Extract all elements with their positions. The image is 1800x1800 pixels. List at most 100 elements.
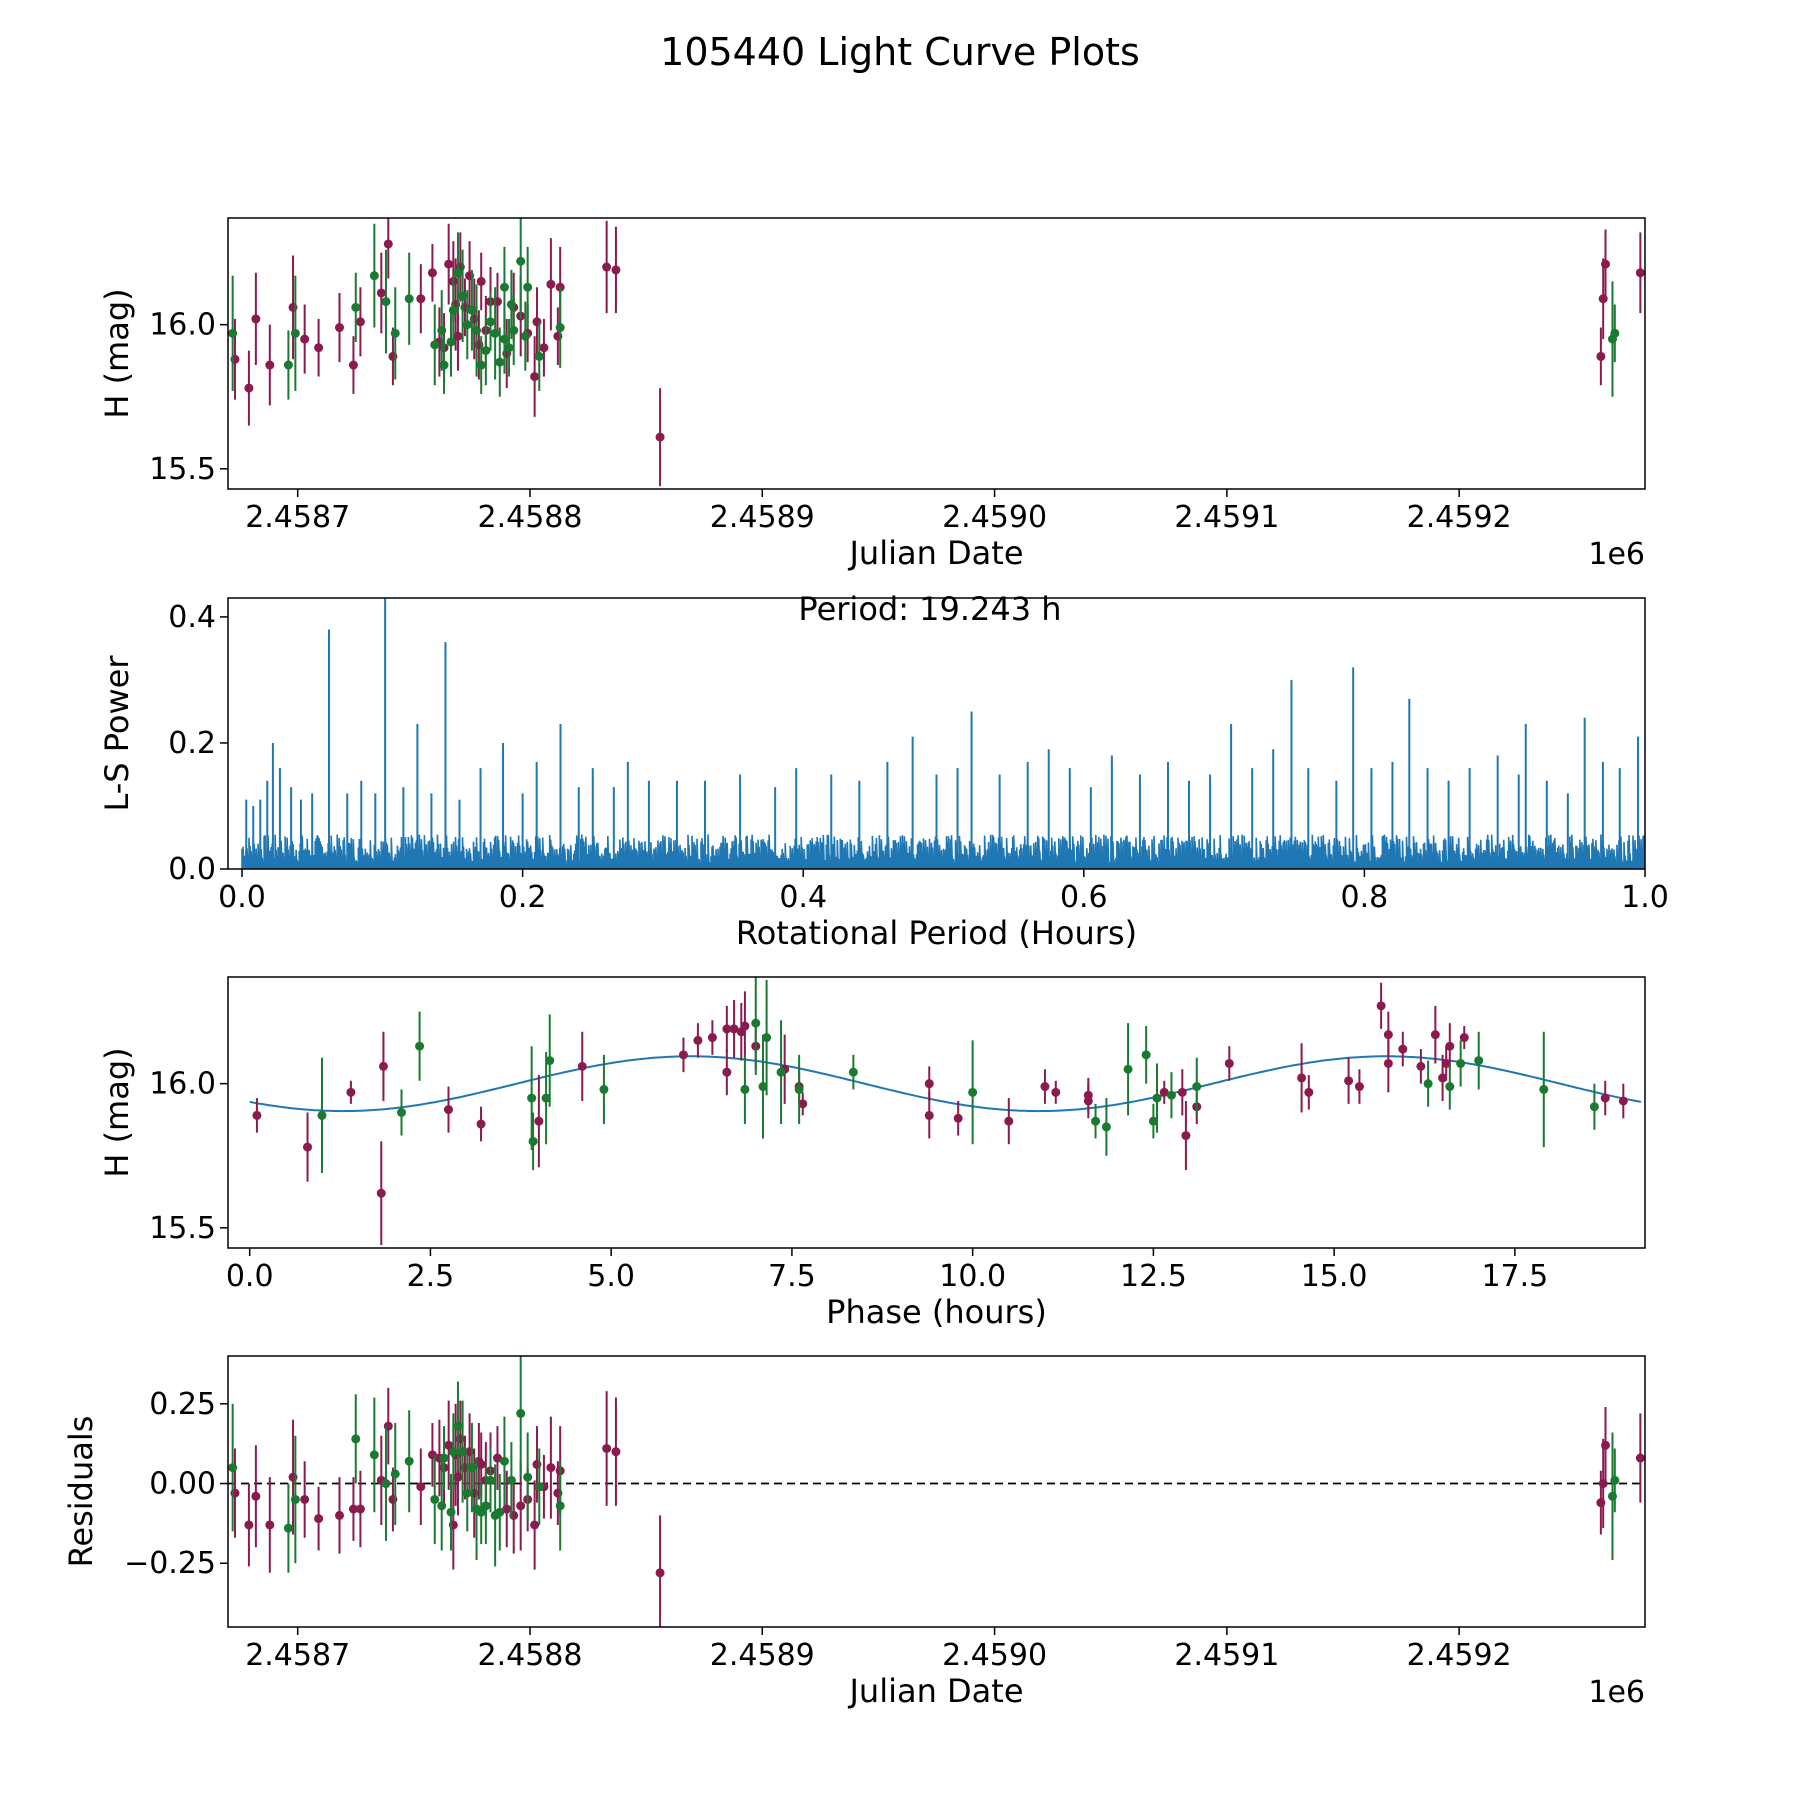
x-tick-label: 2.5 [407, 1259, 455, 1294]
data-point [383, 239, 393, 249]
data-point [599, 1084, 609, 1094]
axes-frame [227, 217, 1646, 490]
data-point [1148, 1116, 1158, 1126]
data-point [369, 271, 379, 281]
axes-frame [227, 1355, 1646, 1628]
data-point [968, 1087, 978, 1097]
y-tick-label: 16.0 [149, 1067, 216, 1102]
data-point [530, 1520, 540, 1530]
data-point [446, 1507, 456, 1517]
x-tick-label: 0.2 [499, 880, 547, 915]
data-point [541, 1093, 551, 1103]
data-point [476, 276, 486, 286]
data-point [1635, 268, 1645, 278]
data-point [523, 282, 533, 292]
data-point [534, 1116, 544, 1126]
data-point [348, 1504, 358, 1514]
x-tick-label: 2.4591 [1174, 500, 1279, 535]
data-point [502, 1504, 512, 1514]
data-point [776, 1067, 786, 1077]
series-green [228, 218, 1620, 400]
data-point [798, 1099, 808, 1109]
data-point [1297, 1073, 1307, 1083]
x-axis-label: Julian Date [847, 534, 1023, 572]
x-tick-label: 2.4588 [477, 1638, 582, 1673]
plot-area-phase [249, 977, 1642, 1246]
data-point [490, 328, 500, 338]
y-axis-label: L-S Power [98, 655, 136, 812]
data-point [314, 343, 324, 353]
data-point [462, 320, 472, 330]
data-point [335, 323, 345, 333]
data-point [602, 1443, 612, 1453]
data-point [1224, 1058, 1234, 1068]
x-tick-label: 0.6 [1060, 880, 1108, 915]
data-point [751, 1018, 761, 1028]
data-point [655, 432, 665, 442]
data-point [516, 1408, 526, 1418]
data-point [492, 1453, 502, 1463]
data-point [348, 360, 358, 370]
data-point [351, 302, 361, 312]
data-point [251, 314, 261, 324]
x-tick-label: 2.4587 [245, 1638, 350, 1673]
data-point [244, 1520, 254, 1530]
data-point [252, 1110, 262, 1120]
data-point [283, 1523, 293, 1533]
data-point [228, 1463, 238, 1473]
data-point [611, 265, 621, 275]
data-point [458, 1447, 468, 1457]
data-point [485, 1475, 495, 1485]
data-point [1600, 1093, 1610, 1103]
data-point [1445, 1041, 1455, 1051]
data-point [381, 297, 391, 307]
fit-curve [249, 1055, 1642, 1113]
x-tick-label: 2.4589 [710, 1638, 815, 1673]
data-point [1416, 1061, 1426, 1071]
data-point [397, 1108, 407, 1117]
data-point [509, 325, 519, 335]
x-tick-label: 15.0 [1301, 1259, 1368, 1294]
data-point [924, 1079, 934, 1089]
data-point [228, 328, 238, 338]
data-point [848, 1067, 858, 1077]
data-point [355, 317, 365, 327]
x-tick-label: 0.8 [1341, 880, 1389, 915]
data-point [381, 1479, 391, 1489]
data-point [416, 294, 426, 304]
data-point [390, 1469, 400, 1479]
data-point [539, 343, 549, 353]
data-point [1177, 1087, 1187, 1097]
plot-area-lc [228, 218, 1645, 487]
x-tick-label: 2.4592 [1407, 1638, 1512, 1673]
data-point [546, 1463, 556, 1473]
y-tick-label: 15.5 [149, 452, 216, 487]
data-point [404, 1456, 414, 1466]
data-point [430, 1494, 440, 1504]
x-tick-label: 2.4590 [942, 1638, 1047, 1673]
y-axis-label: Residuals [62, 1416, 100, 1568]
data-point [722, 1067, 732, 1077]
x-tick-label: 5.0 [587, 1259, 635, 1294]
data-point [448, 1447, 458, 1457]
data-point [534, 1482, 544, 1492]
period-annotation: Period: 19.243 h [798, 590, 1061, 628]
y-axis-label: H (mag) [98, 1047, 136, 1177]
data-point [1610, 1475, 1620, 1485]
data-point [453, 1421, 463, 1431]
data-point [376, 1188, 386, 1198]
y-tick-label: 0.4 [168, 600, 216, 635]
x-tick-label: 0.4 [779, 880, 827, 915]
x-tick-label: 2.4592 [1407, 500, 1512, 535]
data-point [495, 357, 505, 367]
data-point [555, 1501, 565, 1511]
data-point [376, 288, 386, 298]
data-point [300, 1494, 310, 1504]
data-point [516, 1501, 526, 1511]
data-point [476, 1507, 486, 1517]
data-point [1635, 1453, 1645, 1463]
data-point [1344, 1076, 1354, 1086]
data-point [1383, 1058, 1393, 1068]
data-point [1589, 1102, 1599, 1112]
